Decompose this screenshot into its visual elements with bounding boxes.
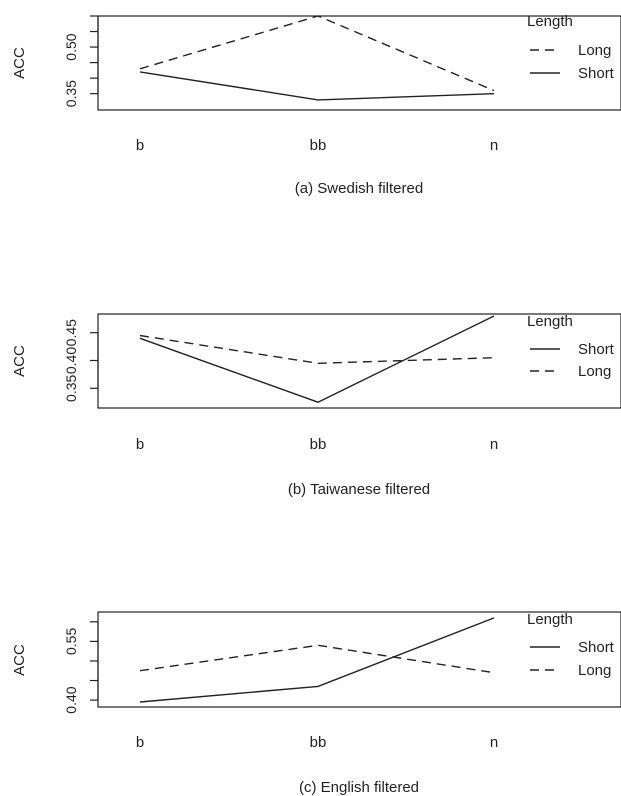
y-ticks: 0.35 0.50: [63, 15, 99, 107]
series-lines: [139, 315, 495, 403]
panel-caption: (c) English filtered: [299, 779, 419, 796]
series-line-long: [139, 15, 495, 92]
legend-label: Long: [578, 42, 611, 59]
y-axis-label: ACC: [11, 644, 28, 676]
series-line-short: [139, 315, 495, 403]
x-tick-label: n: [490, 137, 498, 154]
panel-caption: (a) Swedish filtered: [295, 180, 423, 197]
y-tick-label: 0.45: [63, 319, 79, 346]
series-lines: [139, 15, 495, 101]
series-line-short: [139, 71, 495, 101]
x-tick-label: n: [490, 734, 498, 751]
legend: Length Long Short: [527, 13, 615, 82]
y-ticks: 0.40 0.55: [63, 621, 99, 714]
legend-label: Long: [578, 363, 611, 380]
x-tick-label: b: [136, 436, 144, 453]
x-tick-label: bb: [310, 734, 327, 751]
legend-label: Short: [578, 341, 615, 358]
y-tick-label: 0.35: [63, 80, 79, 107]
series-line-long: [139, 644, 495, 674]
x-tick-labels: b bb n: [136, 436, 498, 453]
x-tick-label: b: [136, 137, 144, 154]
y-tick-label: 0.35: [63, 374, 79, 401]
x-tick-labels: b bb n: [136, 734, 498, 751]
x-tick-label: b: [136, 734, 144, 751]
y-ticks: 0.350.400.45: [63, 319, 99, 402]
y-tick-label: 0.40: [63, 686, 79, 713]
panel-caption: (b) Taiwanese filtered: [288, 481, 430, 498]
y-tick-label: 0.40: [63, 347, 79, 374]
legend-label: Short: [578, 65, 615, 82]
x-tick-label: n: [490, 436, 498, 453]
y-tick-label: 0.50: [63, 33, 79, 60]
y-axis-label: ACC: [11, 345, 28, 377]
legend: Length Short Long: [527, 611, 615, 679]
y-tick-label: 0.55: [63, 628, 79, 655]
series-lines: [139, 617, 495, 703]
y-axis-label: ACC: [11, 47, 28, 79]
series-line-short: [139, 617, 495, 703]
series-line-long: [139, 334, 495, 365]
legend-title: Length: [527, 13, 573, 30]
legend-label: Long: [578, 662, 611, 679]
legend-title: Length: [527, 611, 573, 628]
legend-title: Length: [527, 313, 573, 330]
legend: Length Short Long: [527, 313, 615, 380]
legend-label: Short: [578, 639, 615, 656]
plot-frame: [97, 15, 621, 111]
x-tick-labels: b bb n: [136, 137, 498, 154]
x-tick-label: bb: [310, 137, 327, 154]
x-tick-label: bb: [310, 436, 327, 453]
